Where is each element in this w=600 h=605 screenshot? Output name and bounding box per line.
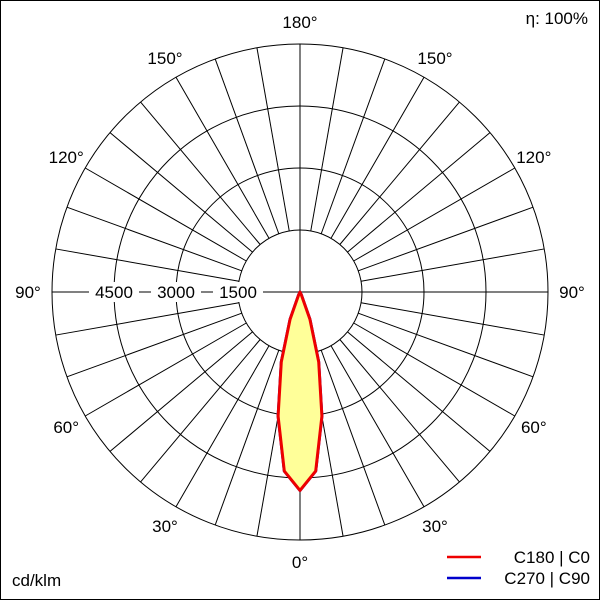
grid-spoke [84,167,247,262]
grid-spoke [55,302,240,336]
polar-grid [51,43,549,541]
grid-spoke [347,132,491,253]
grid-spoke [339,339,460,483]
tick-label-bg [89,282,139,302]
radial-tick-label: 1500 [219,283,257,302]
grid-spoke [140,339,261,483]
angle-label: 180° [282,13,317,32]
angle-label: 90° [559,283,585,302]
grid-spoke [330,76,425,239]
grid-spoke [109,331,253,452]
angle-label: 30° [152,517,178,536]
grid-spoke [66,312,242,378]
legend: C180 | C0 C270 | C90 [447,548,590,588]
unit-label: cd/klm [12,571,61,590]
radial-tick-label: 4500 [95,283,133,302]
grid-spoke [353,322,516,417]
grid-spoke [55,248,240,282]
grid-spoke [256,47,290,232]
angle-label: 90° [15,283,41,302]
angle-label: 150° [417,49,452,68]
grid-spoke [175,345,270,508]
labels: 0° 30° 30° 60° 60° 90° 90° 120° 120° 150° 150° 180°… [15,13,585,572]
grid-spoke [140,101,261,245]
grid-spoke [84,322,247,417]
grid-spoke [330,345,425,508]
angle-label: 60° [521,418,547,437]
legend-label: C180 | C0 [514,548,590,567]
grid-spoke [358,312,534,378]
grid-spoke [339,101,460,245]
grid-spoke [360,248,545,282]
angle-label: 60° [53,418,79,437]
angle-label: 120° [49,148,84,167]
grid-spoke [360,302,545,336]
grid-spoke [347,331,491,452]
grid-spoke [214,350,280,526]
grid-spoke [109,132,253,253]
grid-spoke [175,76,270,239]
grid-spoke [214,58,280,234]
efficiency-label: η: 100% [526,9,588,28]
grid-spoke [358,206,534,272]
grid-spoke [66,206,242,272]
tick-label-bg [213,282,263,302]
grid-spoke [320,58,386,234]
grid-spoke [320,350,386,526]
legend-label: C270 | C90 [504,569,590,588]
angle-label: 30° [422,517,448,536]
curve-c180-c0 [276,290,324,492]
angle-label: 150° [147,49,182,68]
angle-label: 0° [292,553,308,572]
grid-spoke [353,167,516,262]
grid-spoke [310,47,344,232]
curves [276,290,324,492]
radial-tick-label: 3000 [157,283,195,302]
angle-label: 120° [516,148,551,167]
tick-label-bg [151,282,201,302]
